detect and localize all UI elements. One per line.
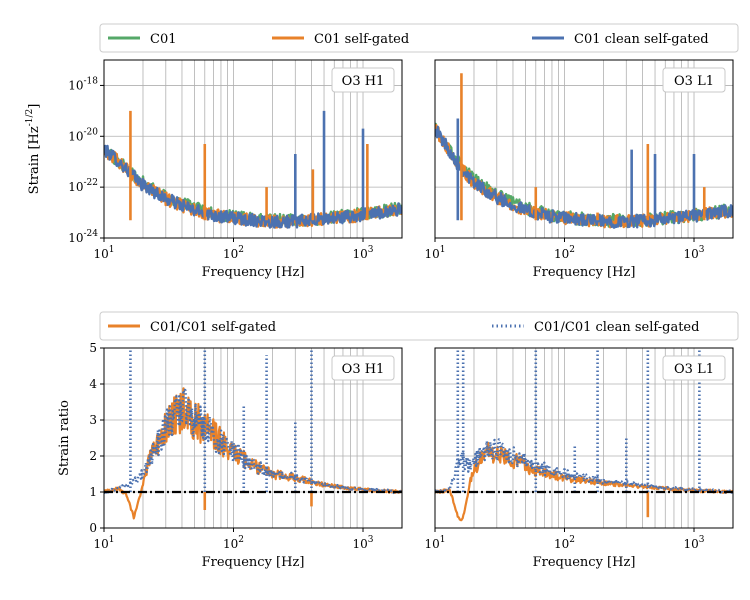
panel-label: O3 H1 <box>331 67 395 93</box>
x-tick-label: 102 <box>223 245 244 261</box>
panel-label: O3 H1 <box>331 355 395 381</box>
legend-entry: C01/C01 self-gated <box>108 320 276 335</box>
x-tick-label: 101 <box>424 245 445 261</box>
panel-label-box <box>331 67 395 93</box>
plot-area <box>104 110 402 229</box>
x-tick-label: 103 <box>684 245 705 261</box>
y-tick-label: 10-20 <box>68 127 98 143</box>
y-tick-label: 3 <box>89 413 97 427</box>
legend-label: C01/C01 self-gated <box>150 320 276 335</box>
panel-label-box <box>662 67 726 93</box>
axes-frame <box>434 347 734 529</box>
legend-label: C01 clean self-gated <box>574 32 709 47</box>
y-ticks: 0 1 2 3 4 5 <box>89 341 104 535</box>
panel-label-box <box>662 355 726 381</box>
panel-label-text: O3 H1 <box>342 74 385 89</box>
chart-panel-2: O3 L1 101 102 103 Frequency [Hz] <box>424 59 734 280</box>
axes-frame <box>103 347 403 529</box>
chart-panel-3: O3 H1 101 102 103 Frequency [Hz] 0 1 2 3 4 5 Strain… <box>57 341 403 570</box>
panel-label-box <box>331 355 395 381</box>
x-tick-label: 101 <box>424 535 445 551</box>
chart-panel-4: O3 L1 101 102 103 Frequency [Hz] <box>424 347 734 570</box>
axes-frame <box>434 59 734 239</box>
y-tick-label: 10-22 <box>68 178 98 194</box>
x-ticks: 101 102 103 <box>424 238 705 261</box>
panel-label-text: O3 L1 <box>674 362 714 377</box>
legend-items: C01 C01 self-gated C01 clean self-gated C01… <box>108 32 709 335</box>
legend-entry: C01 <box>108 32 177 47</box>
x-tick-label: 101 <box>93 245 114 261</box>
legend-top <box>99 23 739 53</box>
x-tick-label: 103 <box>684 535 705 551</box>
x-axis-label: Frequency [Hz] <box>533 265 636 280</box>
series-c01-c01-clean-self-gated <box>104 388 402 495</box>
plot-area <box>104 348 402 520</box>
y-tick-label: 2 <box>89 449 97 463</box>
legend-entry: C01 self-gated <box>272 32 409 47</box>
x-axis-label: Frequency [Hz] <box>533 555 636 570</box>
panel-label-text: O3 H1 <box>342 362 385 377</box>
series-c01-clean-self-gated <box>104 144 402 229</box>
legend-entry: C01 clean self-gated <box>532 32 709 47</box>
x-tick-label: 103 <box>353 535 374 551</box>
y-tick-label: 5 <box>89 341 97 355</box>
y-tick-label: 10-18 <box>68 76 98 92</box>
x-axis-label: Frequency [Hz] <box>202 265 305 280</box>
axes-frame <box>103 59 403 239</box>
plot-area <box>435 348 733 522</box>
y-tick-label: 10-24 <box>68 229 98 245</box>
x-tick-label: 102 <box>554 535 575 551</box>
x-ticks: 101 102 103 <box>424 528 705 551</box>
panel-label-text: O3 L1 <box>674 74 714 89</box>
x-ticks: 101 102 103 <box>93 528 374 551</box>
x-tick-label: 102 <box>223 535 244 551</box>
y-axis-label: Strain [Hz-1/2] <box>25 104 42 195</box>
x-tick-label: 101 <box>93 535 114 551</box>
panel-label: O3 L1 <box>662 355 726 381</box>
legend-label: C01 self-gated <box>314 32 409 47</box>
x-tick-label: 103 <box>353 245 374 261</box>
y-tick-label: 0 <box>89 521 97 535</box>
y-tick-label: 1 <box>89 485 97 499</box>
legend-label: C01/C01 clean self-gated <box>534 320 699 335</box>
legend-label: C01 <box>150 32 177 47</box>
plot-area <box>435 73 733 229</box>
x-axis-label: Frequency [Hz] <box>202 555 305 570</box>
series-c01-c01-clean-self-gated <box>435 438 733 494</box>
legend-entry: C01/C01 clean self-gated <box>492 320 699 335</box>
y-ticks: 10-24 10-22 10-20 10-18 <box>68 76 104 245</box>
y-tick-label: 4 <box>89 377 97 391</box>
x-ticks: 101 102 103 <box>93 238 374 261</box>
series-c01-clean-self-gated <box>435 125 733 229</box>
legend-bottom <box>99 311 739 341</box>
x-tick-label: 102 <box>554 245 575 261</box>
y-axis-label: Strain ratio <box>57 400 72 476</box>
panel-label: O3 L1 <box>662 67 726 93</box>
